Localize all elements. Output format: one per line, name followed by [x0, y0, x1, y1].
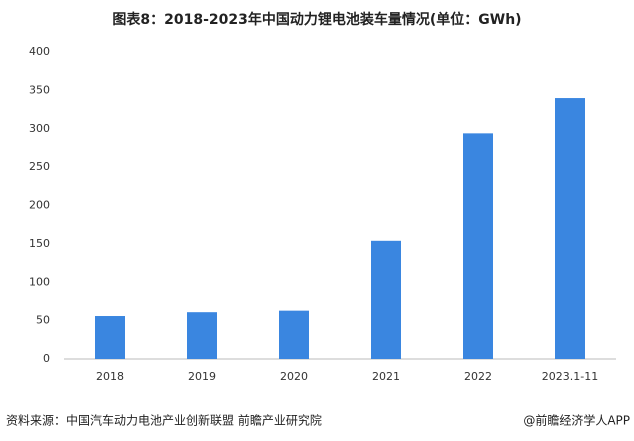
x-tick-label: 2018: [96, 370, 124, 383]
source-note: 资料来源：中国汽车动力电池产业创新联盟 前瞻产业研究院: [6, 413, 322, 428]
y-tick-label: 100: [29, 275, 50, 288]
x-tick-label: 2023.1-11: [542, 370, 598, 383]
chart-title: 图表8：2018-2023年中国动力锂电池装车量情况(单位：GWh): [112, 11, 521, 28]
bar: [371, 240, 401, 359]
x-tick-label: 2021: [372, 370, 400, 383]
bar: [95, 316, 125, 359]
x-tick-label: 2020: [280, 370, 308, 383]
y-tick-label: 0: [43, 352, 50, 365]
y-tick-label: 50: [36, 314, 50, 327]
bar: [463, 133, 493, 359]
y-tick-label: 400: [29, 45, 50, 58]
bar: [187, 312, 217, 359]
y-tick-label: 250: [29, 160, 50, 173]
y-tick-label: 150: [29, 237, 50, 250]
x-tick-label: 2019: [188, 370, 216, 383]
y-tick-label: 200: [29, 199, 50, 212]
y-tick-label: 350: [29, 83, 50, 96]
bar: [555, 98, 585, 360]
y-tick-label: 300: [29, 122, 50, 135]
x-tick-label: 2022: [464, 370, 492, 383]
bar: [279, 310, 309, 359]
credit: @前瞻经济学人APP: [523, 413, 630, 428]
